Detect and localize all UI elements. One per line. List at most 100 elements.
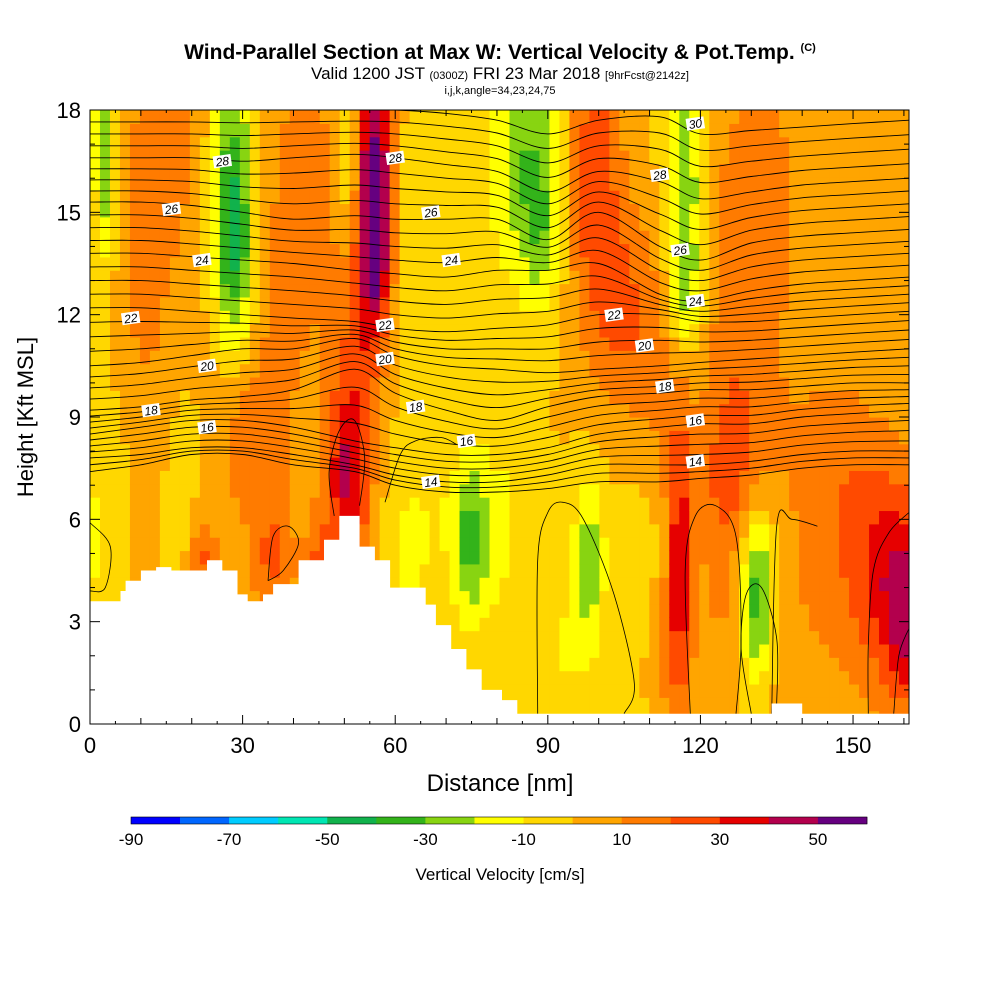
velocity-cell [209,523,221,538]
velocity-cell [739,336,750,351]
velocity-cell [399,563,411,578]
velocity-cell [709,657,720,672]
velocity-cell [279,336,291,351]
velocity-cell [249,336,261,351]
velocity-cell [819,417,830,431]
velocity-cell [599,670,610,685]
velocity-cell [829,617,840,632]
velocity-cell [529,643,541,658]
velocity-cell [389,176,401,191]
velocity-cell [299,176,311,191]
velocity-cell [779,657,790,672]
velocity-cell [809,363,820,378]
velocity-cell [769,603,780,618]
velocity-cell [289,296,301,311]
velocity-cell [819,537,830,552]
velocity-cell [539,683,551,698]
velocity-cell [119,296,131,311]
velocity-cell [739,443,750,458]
velocity-cell [329,417,341,431]
velocity-cell [669,296,680,311]
velocity-cell [529,150,541,164]
velocity-cell [649,283,660,298]
velocity-cell [289,497,301,512]
velocity-cell [399,176,411,191]
velocity-cell [899,510,909,525]
velocity-cell [449,443,461,458]
velocity-cell [439,230,451,245]
velocity-cell [789,376,800,391]
theta-contour-line [90,214,909,271]
theta-label-text: 20 [198,358,214,374]
velocity-cell [599,190,610,205]
velocity-cell [289,563,301,578]
velocity-cell [839,110,850,124]
velocity-cell [709,483,720,498]
velocity-cell [689,657,700,672]
velocity-cell [809,336,820,351]
velocity-cell [829,630,840,645]
velocity-cell [699,497,710,512]
velocity-cell [589,270,600,285]
velocity-cell [659,150,670,164]
velocity-cell [489,590,501,605]
velocity-cell [819,363,830,378]
velocity-cell [279,523,291,538]
velocity-cell [689,336,700,351]
velocity-cell [509,390,521,405]
velocity-cell [569,497,580,512]
velocity-cell [239,483,251,498]
velocity-cell [639,617,650,632]
velocity-cell [229,550,241,565]
velocity-cell [669,630,680,645]
velocity-cell [609,136,620,151]
velocity-cell [449,390,461,405]
velocity-cell [749,483,760,498]
velocity-cell [699,256,710,271]
velocity-cell [549,110,561,124]
velocity-cell [90,417,101,431]
velocity-cell [669,657,680,672]
velocity-cell [549,150,561,164]
velocity-cell [689,256,700,271]
velocity-cell [859,163,870,178]
velocity-cell [199,203,211,218]
velocity-cell [789,470,800,485]
velocity-cell [839,243,850,258]
velocity-cell [129,457,141,471]
velocity-cell [619,683,630,698]
velocity-cell [359,283,371,298]
velocity-cell [269,350,281,365]
velocity-cell [449,590,461,605]
velocity-cell [179,123,191,138]
velocity-cell [269,203,281,218]
velocity-cell [359,363,371,378]
velocity-cell [179,136,191,151]
velocity-cell [519,457,531,471]
velocity-cell [309,203,321,218]
velocity-cell [169,243,181,258]
velocity-cell [379,163,391,178]
velocity-cell [889,283,900,298]
theta-label-text: 16 [688,413,703,429]
velocity-cell [179,363,191,378]
velocity-cell [479,617,491,632]
velocity-cell [899,376,909,391]
velocity-cell [439,563,451,578]
velocity-cell [779,136,790,151]
velocity-cell [369,283,381,298]
velocity-cell [389,336,401,351]
theta-contour-labels: 2826242220181628262422201816143028262422… [120,116,706,490]
velocity-cell [359,256,371,271]
velocity-cell [139,417,151,431]
velocity-cell [149,123,161,138]
velocity-cell [839,603,850,618]
velocity-cell [339,296,351,311]
velocity-cell [459,190,471,205]
velocity-cell [389,537,401,552]
theta-label-text: 18 [143,403,158,419]
velocity-cell [749,336,760,351]
velocity-cell [519,323,531,338]
velocity-cell [849,336,860,351]
velocity-cell [289,310,301,325]
